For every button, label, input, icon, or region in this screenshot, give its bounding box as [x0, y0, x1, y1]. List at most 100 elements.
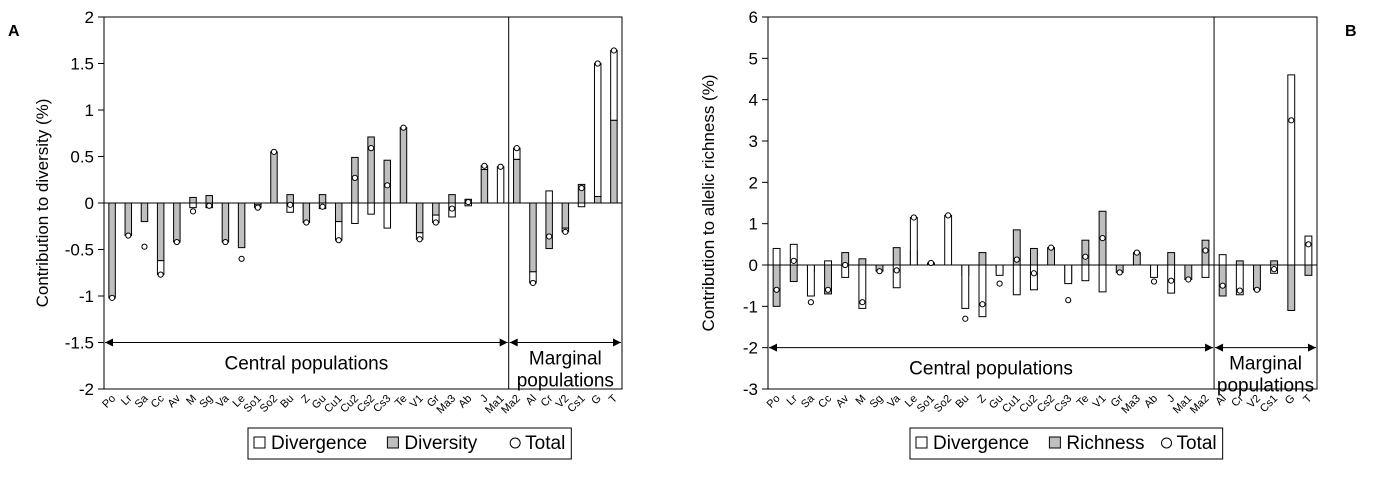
total-marker: [303, 219, 310, 226]
total-marker: [1168, 277, 1175, 284]
x-tick-label: M: [184, 393, 199, 408]
total-marker: [400, 124, 407, 131]
x-tick-label: Cs3: [1052, 393, 1074, 415]
divergence-bar: [351, 202, 359, 224]
diversity-bar: [124, 202, 133, 237]
total-marker: [824, 286, 832, 293]
legend-label-total: Total: [1177, 433, 1217, 454]
total-marker: [962, 315, 969, 322]
diversity-bar: [529, 202, 537, 273]
region-label-marginal: populations: [1217, 376, 1314, 397]
divergence-bar: [789, 243, 798, 266]
legend-label-total: Total: [525, 433, 565, 454]
y-tick-label: 6: [749, 8, 758, 27]
legend-swatch-total: [1161, 437, 1173, 449]
total-marker: [222, 238, 229, 246]
x-tick-label: Te: [1075, 393, 1092, 410]
total-marker: [610, 47, 618, 54]
total-marker: [1133, 249, 1140, 256]
legend-swatch-richness: [1048, 436, 1061, 449]
divergence-bar: [577, 202, 586, 208]
central-arrow-head-left: [769, 343, 777, 352]
total-marker: [157, 271, 164, 278]
y-tick-label: 0: [85, 194, 94, 213]
x-tick-label: Va: [885, 392, 903, 410]
y-tick-label: 2: [85, 8, 94, 27]
total-marker: [1219, 282, 1226, 289]
y-tick-label: 1.5: [70, 55, 94, 74]
diversity-bar: [108, 202, 116, 299]
legend-frame: [909, 427, 1224, 460]
region-label-marginal: populations: [517, 371, 614, 392]
x-tick-label: Ma2: [1188, 393, 1212, 417]
legend-swatch-divergence: [253, 436, 266, 449]
y-tick-label: -2: [79, 380, 94, 399]
x-tick-label: Cs1: [565, 393, 587, 415]
x-tick-label: Al: [524, 393, 539, 408]
total-marker: [465, 198, 472, 206]
marginal-arrow-head-left: [509, 338, 518, 347]
total-marker: [1047, 244, 1055, 251]
diversity-bar: [140, 202, 149, 223]
richness-bar: [772, 264, 781, 307]
total-marker: [1013, 256, 1020, 263]
panel-label: B: [1345, 23, 1357, 40]
richness-bar: [892, 247, 901, 266]
y-tick-label: -0.5: [65, 241, 94, 260]
divergence-bar: [1064, 264, 1073, 285]
total-marker: [1116, 269, 1123, 276]
total-marker: [254, 204, 261, 211]
divergence-bar: [1098, 264, 1107, 293]
legend-label-divergence: Divergence: [271, 433, 367, 454]
diversity-bar: [156, 202, 165, 262]
total-marker: [910, 214, 917, 221]
divergence-bar: [995, 264, 1004, 276]
x-tick-label: Lr: [784, 392, 800, 408]
divergence-bar: [824, 260, 832, 266]
legend: Divergence Diversity Total: [247, 427, 572, 460]
x-tick-label: Ab: [456, 393, 474, 411]
divergence-bar: [772, 247, 781, 266]
legend-label-divergence: Divergence: [933, 433, 1029, 454]
total-marker: [562, 228, 569, 235]
total-marker: [481, 162, 488, 169]
richness-bar: [1029, 247, 1038, 266]
diversity-bar: [189, 196, 197, 204]
diversity-bar: [399, 127, 408, 204]
x-tick-label: Po: [100, 393, 118, 411]
divergence-bar: [1012, 264, 1021, 296]
divergence-bar: [383, 202, 392, 229]
richness-bar: [1270, 260, 1279, 266]
diversity-bar: [415, 202, 424, 234]
total-marker: [876, 268, 883, 275]
total-marker: [773, 286, 780, 293]
x-tick-label: M: [854, 393, 869, 408]
total-marker: [238, 255, 245, 262]
divergence-bar: [978, 264, 987, 318]
divergence-bar: [1218, 254, 1227, 266]
x-tick-label: V1: [408, 393, 426, 411]
divergence-bar: [496, 166, 505, 204]
diversity-bar: [610, 119, 618, 204]
total-marker: [594, 60, 601, 67]
richness-bar: [978, 252, 987, 266]
diversity-bar: [286, 194, 294, 204]
divergence-bar: [944, 214, 953, 266]
legend-swatch-divergence: [915, 436, 928, 449]
x-tick-label: Sa: [799, 392, 818, 411]
richness-bar: [1304, 264, 1313, 276]
divergence-bar: [892, 264, 901, 289]
total-marker: [432, 219, 439, 226]
chart-panel-a: A Contribution to diversity (%) 2 1.5 1 0.5 0 -…: [8, 8, 623, 460]
y-axis-label: Contribution to allelic richness (%): [699, 75, 718, 332]
diversity-bar: [593, 195, 602, 204]
diversity-bar: [173, 202, 181, 243]
total-marker: [141, 243, 148, 250]
x-tick-label: T: [607, 392, 620, 405]
y-tick-label: -1: [743, 297, 758, 316]
total-marker: [1065, 297, 1072, 304]
x-tick-label: Te: [393, 393, 410, 410]
divergence-bar: [1201, 264, 1210, 278]
total-marker: [1271, 266, 1278, 273]
